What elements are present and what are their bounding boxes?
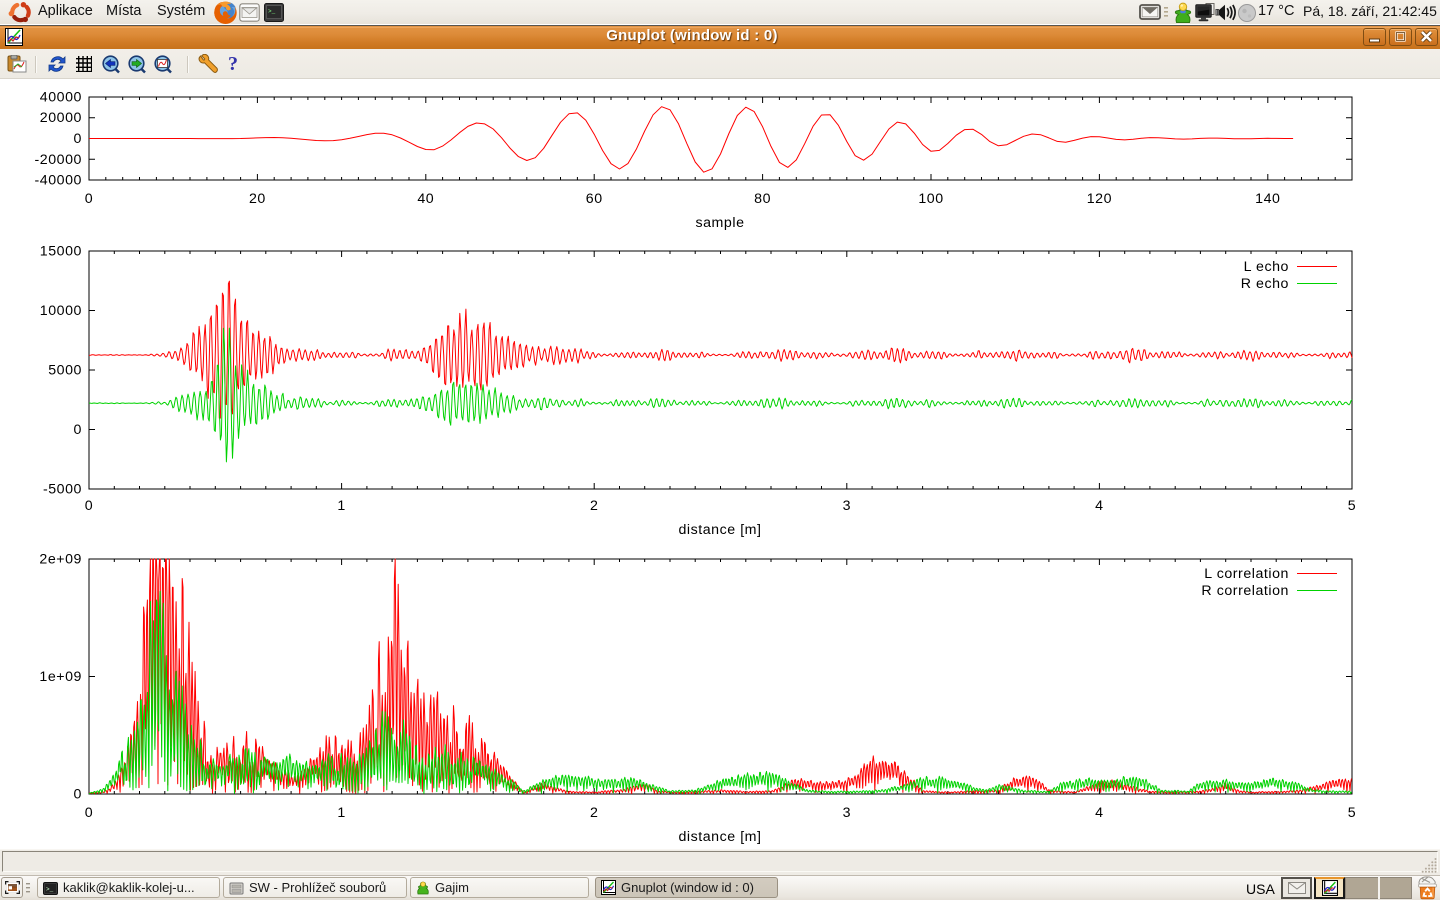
svg-text:40: 40 (417, 191, 434, 207)
svg-text:1e+09: 1e+09 (39, 669, 82, 685)
svg-text:R correlation: R correlation (1201, 583, 1289, 599)
svg-text:>_: >_ (46, 886, 54, 893)
svg-text:0: 0 (85, 805, 93, 821)
svg-text:2: 2 (590, 498, 598, 514)
svg-text:0: 0 (74, 787, 82, 803)
svg-text:>_: >_ (268, 8, 276, 15)
svg-text:4: 4 (1095, 498, 1103, 514)
svg-text:distance [m]: distance [m] (678, 522, 761, 538)
svg-text:L correlation: L correlation (1204, 566, 1289, 582)
svg-text:1: 1 (337, 805, 345, 821)
svg-text:-20000: -20000 (35, 152, 82, 168)
svg-text:140: 140 (1255, 191, 1280, 207)
svg-text:3: 3 (843, 805, 851, 821)
svg-text:5000: 5000 (48, 363, 82, 379)
svg-text:40000: 40000 (40, 90, 82, 106)
svg-text:5: 5 (1348, 805, 1356, 821)
svg-text:3: 3 (843, 498, 851, 514)
svg-text:0: 0 (74, 422, 82, 438)
svg-text:2e+09: 2e+09 (39, 552, 82, 568)
svg-text:5: 5 (1348, 498, 1356, 514)
svg-text:100: 100 (918, 191, 943, 207)
svg-text:0: 0 (85, 498, 93, 514)
svg-text:sample: sample (695, 215, 744, 231)
svg-text:0: 0 (74, 131, 82, 147)
svg-text:10000: 10000 (40, 303, 82, 319)
svg-text:-40000: -40000 (35, 173, 82, 189)
svg-text:15000: 15000 (40, 244, 82, 260)
svg-text:-5000: -5000 (43, 482, 82, 498)
svg-text:80: 80 (754, 191, 771, 207)
svg-text:L echo: L echo (1244, 259, 1289, 275)
svg-text:20000: 20000 (40, 110, 82, 126)
svg-text:60: 60 (586, 191, 603, 207)
svg-text:R echo: R echo (1241, 276, 1289, 292)
svg-text:distance [m]: distance [m] (678, 829, 761, 845)
svg-text:1: 1 (337, 498, 345, 514)
svg-text:4: 4 (1095, 805, 1103, 821)
svg-text:2: 2 (590, 805, 598, 821)
svg-text:0: 0 (85, 191, 93, 207)
svg-text:20: 20 (249, 191, 266, 207)
svg-text:120: 120 (1087, 191, 1112, 207)
